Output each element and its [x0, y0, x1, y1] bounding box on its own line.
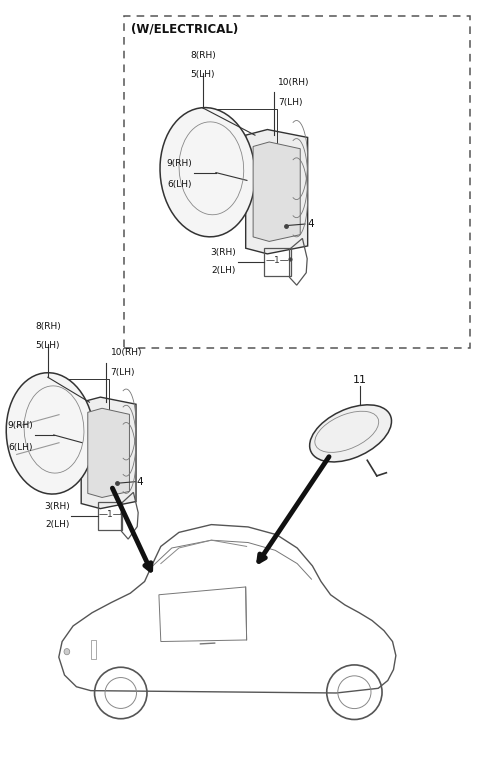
Text: 2(LH): 2(LH) [46, 520, 70, 530]
Text: 9(RH): 9(RH) [167, 159, 192, 168]
Text: 7(LH): 7(LH) [278, 98, 303, 107]
Ellipse shape [160, 108, 255, 237]
Text: 3(RH): 3(RH) [210, 248, 236, 257]
Bar [91, 640, 96, 659]
Text: 4: 4 [307, 219, 313, 229]
Text: 8(RH): 8(RH) [35, 323, 60, 331]
Text: 4: 4 [137, 476, 144, 487]
Bar [97, 501, 122, 530]
Text: 10(RH): 10(RH) [110, 348, 142, 357]
Ellipse shape [64, 648, 70, 654]
Text: 9(RH): 9(RH) [7, 421, 33, 430]
Text: (W/ELECTRICAL): (W/ELECTRICAL) [131, 23, 239, 35]
Text: 8(RH): 8(RH) [190, 52, 216, 60]
Text: 6(LH): 6(LH) [168, 180, 192, 190]
Text: 2(LH): 2(LH) [211, 266, 236, 276]
Text: 3(RH): 3(RH) [44, 502, 70, 511]
Ellipse shape [6, 373, 94, 494]
Text: —1—: —1— [98, 510, 122, 519]
Text: 5(LH): 5(LH) [36, 341, 60, 350]
Bar [124, 16, 470, 348]
Text: 6(LH): 6(LH) [9, 443, 33, 451]
Polygon shape [81, 397, 136, 508]
Polygon shape [88, 408, 130, 497]
Text: 10(RH): 10(RH) [278, 78, 310, 87]
Bar [264, 248, 290, 276]
Text: 11: 11 [353, 375, 367, 385]
Text: —1—: —1— [266, 255, 289, 265]
Polygon shape [246, 130, 308, 254]
Ellipse shape [310, 405, 392, 462]
Polygon shape [253, 142, 300, 241]
Text: 7(LH): 7(LH) [110, 368, 135, 377]
Text: 5(LH): 5(LH) [191, 70, 215, 79]
